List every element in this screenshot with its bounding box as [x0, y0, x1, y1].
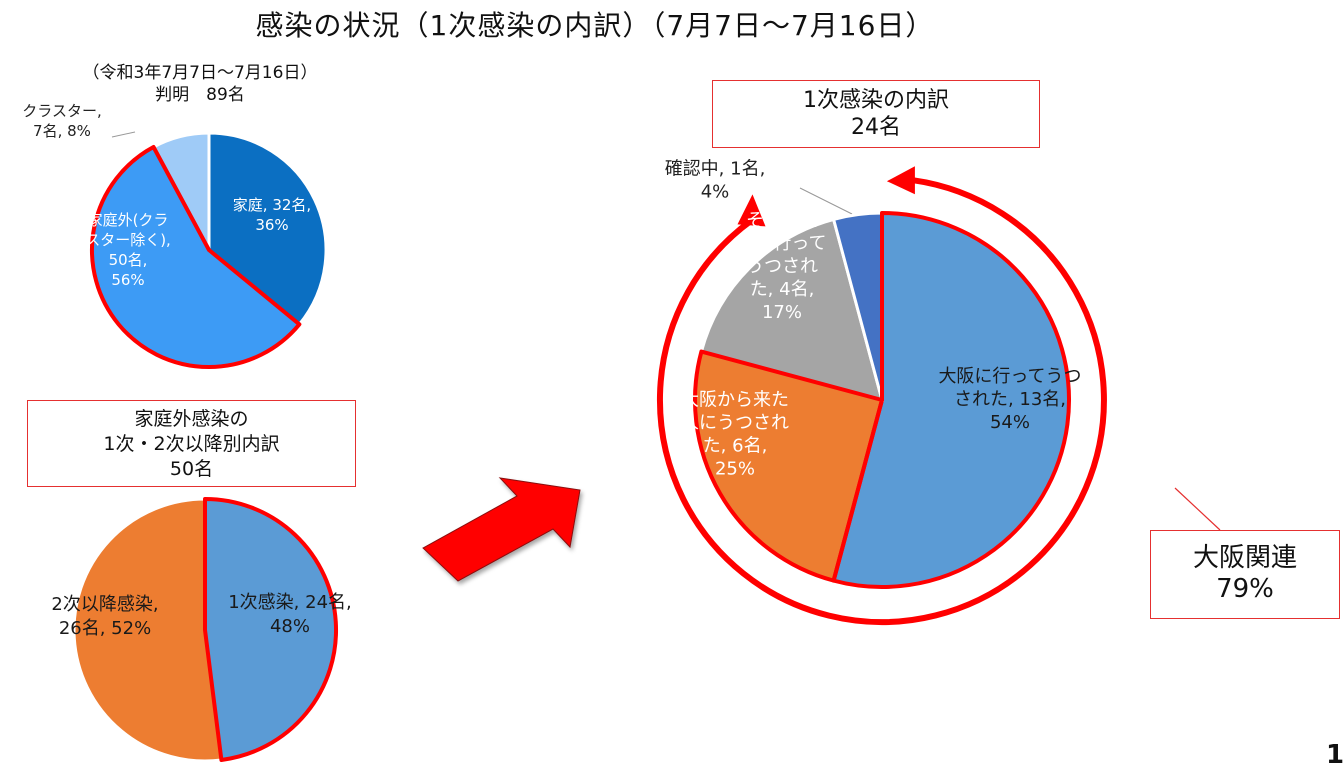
pie-3-slice-2-label: 大阪から来た人にうつされた, 6名, 25%: [681, 390, 789, 480]
pie-1-slice-3-label: クラスター, 7名, 8%: [22, 102, 101, 140]
pie-3-slice-4-label: 確認中, 1名, 4%: [665, 159, 766, 203]
circular-arrow-icon: [656, 166, 1107, 626]
osaka-box-line-2: 79%: [1216, 574, 1274, 604]
pie-1-slice-2-highlight: [89, 145, 302, 369]
osaka-related-box: 大阪関連 79%: [1150, 530, 1340, 619]
pie-1-slice-1-label: 家庭, 32名, 36%: [233, 196, 311, 234]
subtitle-total: 判明 89名: [155, 85, 245, 105]
pie-1-slice-1: [207, 131, 328, 327]
pie-2-slice-1-highlight: [203, 497, 339, 762]
secondary-box-line-1: 家庭外感染の: [134, 408, 249, 430]
chart-subtitle: （令和3年7月7日～7月16日） 判明 89名: [20, 62, 380, 106]
pie-1-slice-2-label: 家庭外(クラスター除く), 50名, 56%: [85, 211, 171, 289]
checking-leader-line: [799, 187, 853, 215]
page-number: 1: [1326, 740, 1343, 770]
pie-chart-2: 1次感染, 24名, 48% 2次以降感染, 26名, 52%: [51, 497, 352, 763]
pie-2-slice-1-label: 1次感染, 24名, 48%: [228, 592, 352, 637]
osaka-box-line-1: 大阪関連: [1192, 543, 1297, 573]
secondary-box-line-2: 1次・2次以降別内訳: [103, 433, 280, 455]
big-arrow-icon: [422, 477, 581, 582]
pie-2-slice-2-label: 2次以降感染, 26名, 52%: [51, 594, 158, 639]
pie-2-slice-2: [72, 497, 224, 763]
pie-chart-1: 家庭, 32名, 36% 家庭外(クラスター除く), 50名, 56% クラスター, 7名,…: [22, 102, 328, 369]
pie-3-slice-1-highlight: [831, 211, 1071, 589]
osaka-callout-line: [1174, 487, 1221, 531]
pie-3-slice-2-highlight: [693, 349, 884, 583]
primary-box-line-2: 24名: [851, 115, 901, 140]
cluster-leader-line: [111, 131, 136, 138]
pie-chart-3: 大阪に行ってうつされた, 13名, 54% 大阪から来た人にうつされた, 6名, 25…: [665, 159, 1082, 589]
subtitle-period: （令和3年7月7日～7月16日）: [82, 63, 318, 83]
primary-breakdown-box: 1次感染の内訳 24名: [712, 80, 1040, 148]
primary-box-line-1: 1次感染の内訳: [803, 88, 949, 113]
pie-3-slice-1-label: 大阪に行ってうつされた, 13名, 54%: [938, 366, 1081, 433]
page-title: 感染の状況（1次感染の内訳）（7月7日～7月16日）: [255, 9, 935, 42]
secondary-breakdown-box: 家庭外感染の 1次・2次以降別内訳 50名: [27, 400, 356, 487]
secondary-box-line-3: 50名: [169, 458, 214, 480]
pie-3-slice-3-label: その他地域に行ってうつされた, 4名, 17%: [737, 210, 826, 323]
pie-3-slice-3: [699, 217, 885, 403]
